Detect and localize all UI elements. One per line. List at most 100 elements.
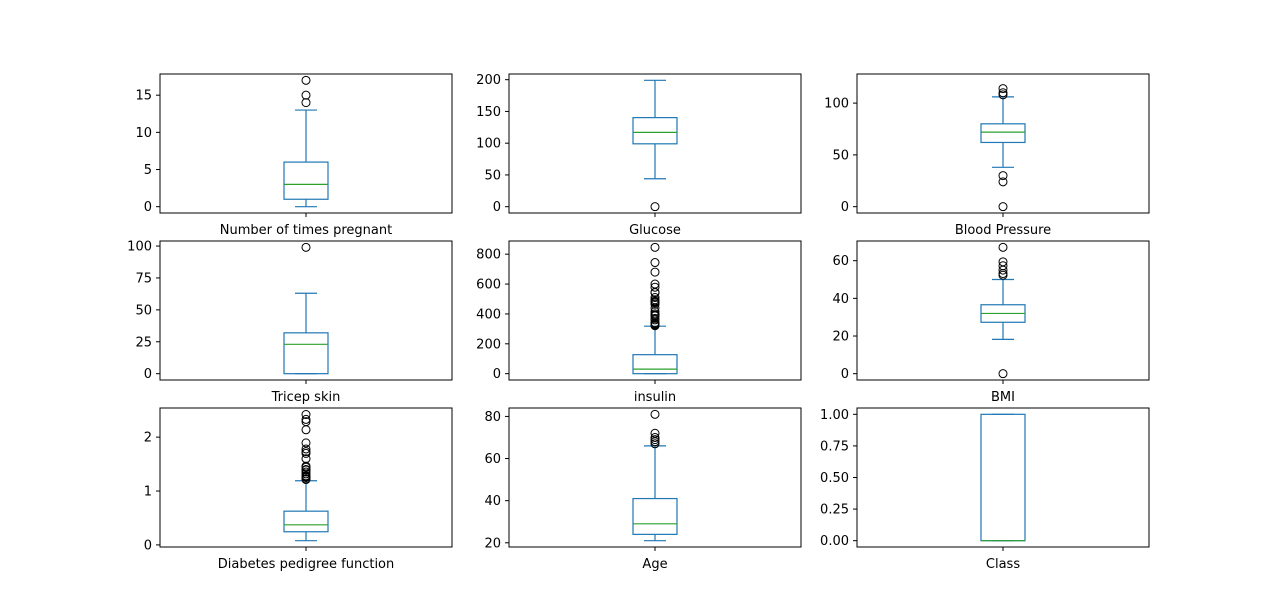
outlier-point xyxy=(998,171,1008,181)
outlier-point xyxy=(301,410,311,420)
y-tick-label: 200 xyxy=(476,73,501,88)
x-axis-label: BMI xyxy=(991,390,1015,405)
y-tick-label: 60 xyxy=(832,254,849,269)
outlier-point xyxy=(650,432,660,442)
outlier-point xyxy=(650,267,660,277)
y-tick-label: 60 xyxy=(484,452,501,467)
y-tick-label: 40 xyxy=(484,494,501,509)
y-tick-label: 200 xyxy=(476,337,501,352)
outlier-point xyxy=(650,439,660,449)
y-tick-label: 2 xyxy=(144,431,152,446)
outlier-point xyxy=(998,88,1008,98)
y-tick-label: 0.25 xyxy=(820,503,849,518)
outlier-point xyxy=(650,313,660,323)
y-tick-label: 50 xyxy=(484,168,501,183)
x-axis-label: Number of times pregnant xyxy=(220,223,392,238)
outlier-point xyxy=(650,295,660,305)
outlier-point xyxy=(650,258,660,268)
subplot-8: 20 40 60 80 Age xyxy=(484,407,802,572)
y-tick-label: 100 xyxy=(824,97,849,112)
outlier-point xyxy=(301,242,311,252)
subplot-5: 0 200 400 600 800 insulin xyxy=(476,240,802,405)
y-tick-label: 25 xyxy=(135,335,152,350)
y-tick-label: 0 xyxy=(493,367,501,382)
outlier-point xyxy=(998,90,1008,100)
outlier-point xyxy=(301,461,311,471)
y-tick-label: 0 xyxy=(841,200,849,215)
iqr-box xyxy=(980,123,1026,144)
outlier-point xyxy=(301,464,311,474)
y-tick-label: 0 xyxy=(144,200,152,215)
outlier-point xyxy=(650,202,660,212)
subplot-7: 0 1 2 Diabetes pedigree function xyxy=(144,407,453,572)
outlier-point xyxy=(301,90,311,100)
outlier-point xyxy=(998,202,1008,212)
y-tick-label: 20 xyxy=(484,536,501,551)
outlier-point xyxy=(650,279,660,289)
outlier-point xyxy=(998,84,1008,94)
x-axis-label: Tricep skin xyxy=(271,390,341,405)
subplot-3: 0 50 100 Blood Pressure xyxy=(824,73,1150,238)
y-tick-label: 80 xyxy=(484,410,501,425)
x-axis-label: Age xyxy=(642,557,667,572)
y-tick-label: 800 xyxy=(476,248,501,263)
outlier-point xyxy=(301,414,311,424)
subplot-4: 0 25 50 75 100 Tricep skin xyxy=(127,240,453,405)
x-axis-label: Diabetes pedigree function xyxy=(218,557,395,572)
iqr-box xyxy=(632,117,678,145)
y-tick-label: 20 xyxy=(832,330,849,345)
y-tick-label: 50 xyxy=(135,303,152,318)
outlier-point xyxy=(650,307,660,317)
y-tick-label: 0.50 xyxy=(820,471,849,486)
y-tick-label: 0 xyxy=(493,200,501,215)
outlier-point xyxy=(301,444,311,454)
outlier-point xyxy=(650,435,660,445)
outlier-point xyxy=(301,417,311,427)
outlier-point xyxy=(998,261,1008,271)
outlier-point xyxy=(301,98,311,108)
outlier-point xyxy=(650,282,660,292)
outlier-point xyxy=(301,438,311,448)
subplot-6: 0 20 40 60 BMI xyxy=(832,240,1150,405)
subplot-1: 0 5 10 15 Number of times pregnant xyxy=(135,73,453,238)
outlier-point xyxy=(301,75,311,85)
y-tick-label: 0.00 xyxy=(820,534,849,549)
outlier-point xyxy=(650,309,660,319)
x-axis-label: Glucose xyxy=(629,223,681,238)
outlier-point xyxy=(650,409,660,419)
y-tick-label: 75 xyxy=(135,271,152,286)
iqr-box xyxy=(283,161,329,200)
y-tick-label: 15 xyxy=(135,89,152,104)
outlier-point xyxy=(301,447,311,457)
iqr-box xyxy=(632,354,678,375)
outlier-point xyxy=(650,428,660,438)
subplot-9: 0.00 0.25 0.50 0.75 1.00 Class xyxy=(820,407,1150,572)
outlier-point xyxy=(650,293,660,303)
y-tick-label: 0 xyxy=(841,367,849,382)
x-axis-label: Class xyxy=(986,557,1020,572)
y-tick-label: 100 xyxy=(476,137,501,152)
outlier-point xyxy=(301,454,311,464)
outlier-point xyxy=(650,318,660,328)
y-tick-label: 100 xyxy=(127,240,152,255)
y-tick-label: 0 xyxy=(144,367,152,382)
x-axis-label: Blood Pressure xyxy=(955,223,1051,238)
outlier-point xyxy=(998,177,1008,187)
y-tick-label: 50 xyxy=(832,148,849,163)
iqr-box xyxy=(283,332,329,375)
outlier-point xyxy=(998,369,1008,379)
y-tick-label: 0 xyxy=(144,538,152,553)
y-tick-label: 1.00 xyxy=(820,408,849,423)
x-axis-label: insulin xyxy=(634,390,676,405)
outlier-point xyxy=(998,242,1008,252)
outlier-point xyxy=(998,257,1008,267)
y-tick-label: 40 xyxy=(832,292,849,307)
y-tick-label: 400 xyxy=(476,307,501,322)
iqr-box xyxy=(632,497,678,535)
y-tick-label: 5 xyxy=(144,163,152,178)
outlier-point xyxy=(650,242,660,252)
subplot-2: 0 50 100 150 200 Glucose xyxy=(476,73,802,238)
